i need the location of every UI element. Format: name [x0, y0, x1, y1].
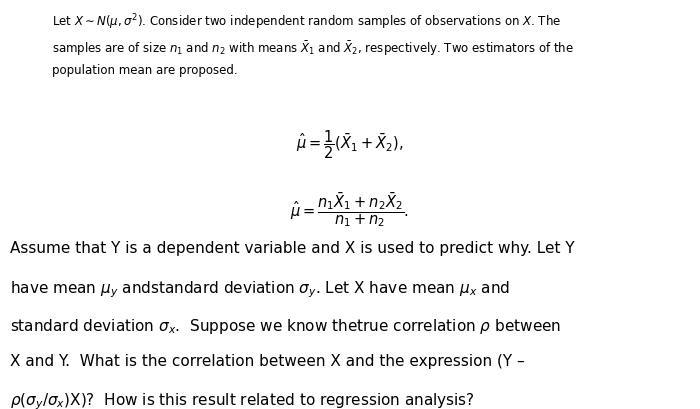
Text: standard deviation $\sigma_x$.  Suppose we know thetrue correlation $\rho$ betwe: standard deviation $\sigma_x$. Suppose w…: [10, 317, 561, 335]
Text: Assume that Y is a dependent variable and X is used to predict why. Let Y: Assume that Y is a dependent variable an…: [10, 241, 575, 256]
Text: $\hat{\mu} = \dfrac{1}{2}(\bar{X}_1 + \bar{X}_2),$: $\hat{\mu} = \dfrac{1}{2}(\bar{X}_1 + \b…: [296, 129, 404, 162]
Text: X and Y.  What is the correlation between X and the expression (Y –: X and Y. What is the correlation between…: [10, 354, 525, 369]
Text: $\rho(\sigma_y/\sigma_x)$X)?  How is this result related to regression analysis?: $\rho(\sigma_y/\sigma_x)$X)? How is this…: [10, 392, 475, 409]
Text: have mean $\mu_y$ andstandard deviation $\sigma_y$. Let X have mean $\mu_x$ and: have mean $\mu_y$ andstandard deviation …: [10, 279, 510, 299]
Text: Let $X \sim N(\mu, \sigma^2)$. Consider two independent random samples of observ: Let $X \sim N(\mu, \sigma^2)$. Consider …: [52, 12, 574, 77]
Text: $\hat{\mu} = \dfrac{n_1\bar{X}_1 + n_2\bar{X}_2}{n_1 + n_2}.$: $\hat{\mu} = \dfrac{n_1\bar{X}_1 + n_2\b…: [290, 190, 410, 229]
